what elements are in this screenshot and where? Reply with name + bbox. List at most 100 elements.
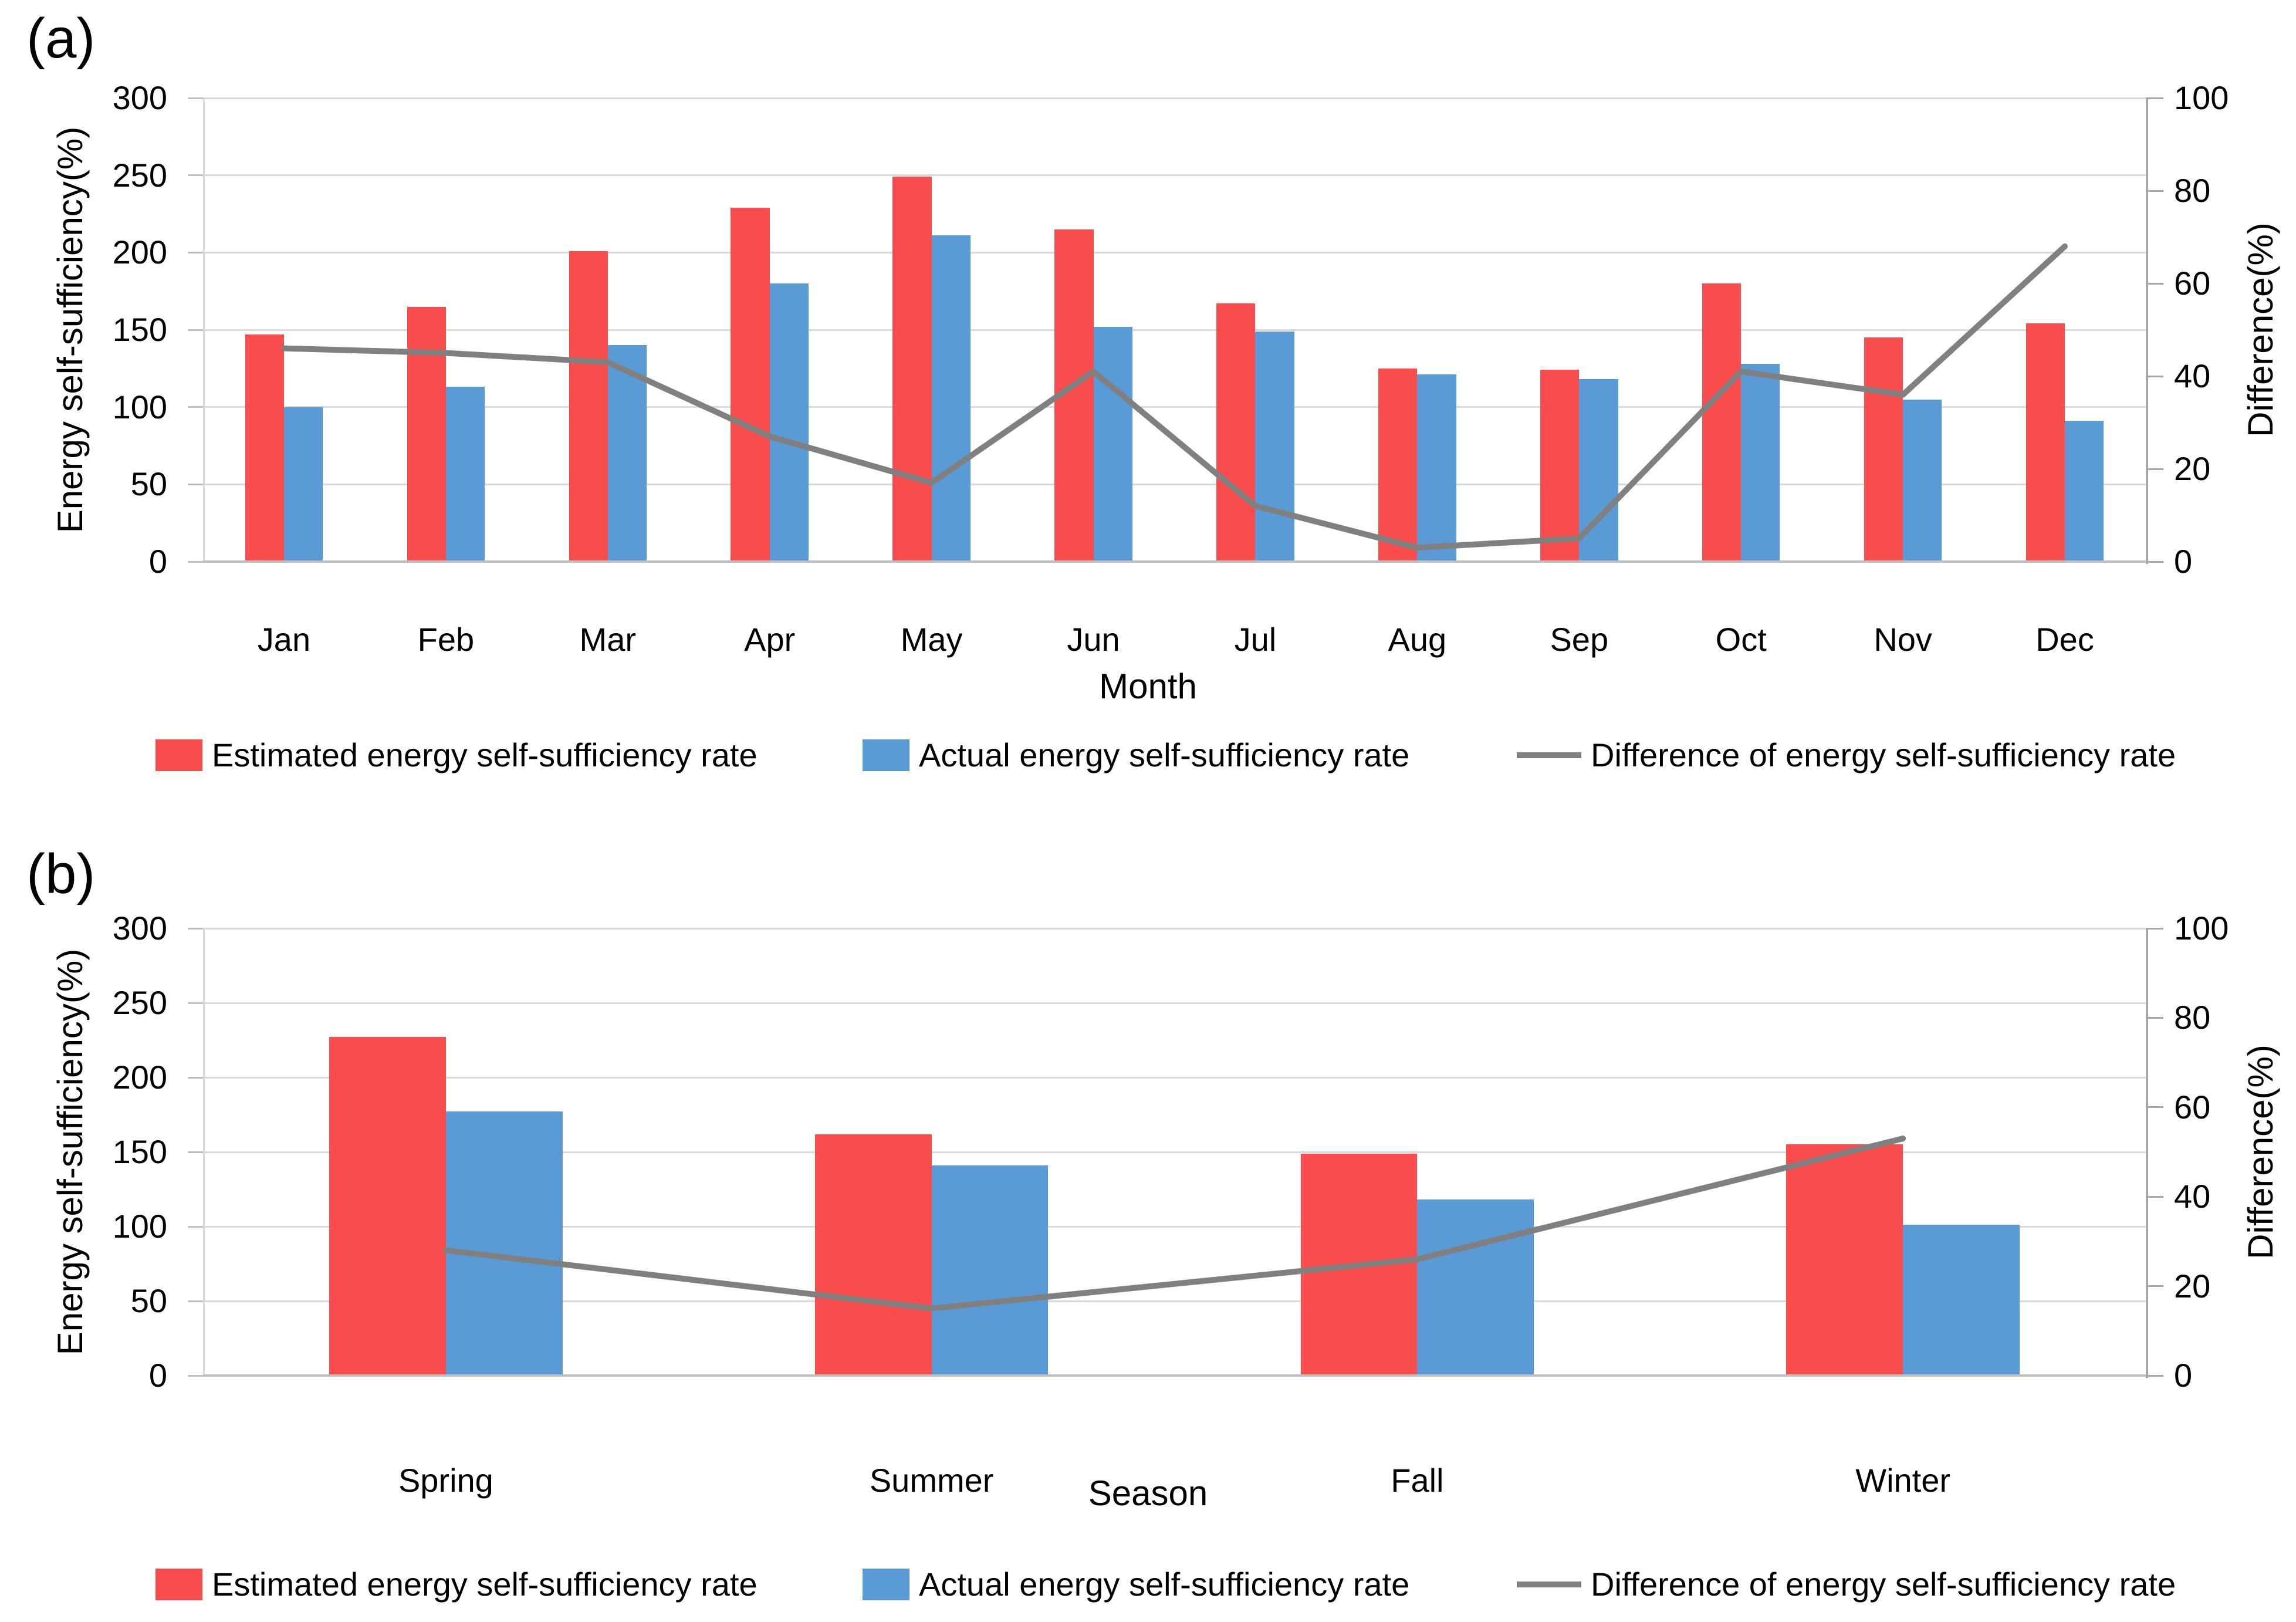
x-tick-label-dec: Dec [2035,621,2094,658]
y-right-tick-label: 80 [2174,172,2211,209]
right-tick [2146,1285,2163,1288]
legend-b: Estimated energy self-sufficiency rate A… [0,1562,2296,1607]
x-tick-label-may: May [900,621,963,658]
x-axis-line [203,560,2146,563]
legend-label-actual: Actual energy self-sufficiency rate [919,736,1410,773]
right-tick [2146,560,2163,563]
x-tick-label-mar: Mar [579,621,636,658]
plot-area-b [203,927,2146,1376]
gridline [203,483,2146,485]
left-axis-line [203,928,205,1376]
plot-area-a [203,97,2146,562]
y-left-tick-label: 150 [112,1133,167,1170]
bar-actual-jul [1255,331,1294,562]
x-tick-label-fall: Fall [1391,1462,1444,1499]
chart-panel-b: (b) Energy self-sufficiency(%) Differenc… [0,804,2296,1622]
right-tick [2146,282,2163,285]
left-tick [188,1076,203,1079]
x-tick-label-jan: Jan [257,621,311,658]
left-tick [188,927,203,930]
y-right-tick-label: 80 [2174,999,2211,1036]
y-right-tick-label: 100 [2174,79,2229,116]
bar-actual-may [931,235,971,562]
gridline [203,1002,2146,1004]
x-axis-title-b: Season [1088,1474,1208,1513]
legend-item-actual: Actual energy self-sufficiency rate [863,733,1409,778]
bar-actual-feb [445,387,485,562]
right-tick [2146,1106,2163,1109]
y-left-tick-label: 50 [130,1282,167,1319]
legend-label-difference: Difference of energy self-sufficiency ra… [1591,736,2176,773]
gridline [203,1076,2146,1079]
x-tick-label-summer: Summer [869,1462,994,1499]
bar-estimated-sep [1540,370,1580,562]
bar-estimated-aug [1378,368,1418,562]
estimated-series-swatch [155,1569,202,1600]
y-left-tick-label: 300 [112,79,167,116]
bar-actual-jun [1093,326,1132,562]
y-left-tick-label: 250 [112,984,167,1021]
x-tick-label-aug: Aug [1388,621,1447,658]
right-tick [2146,375,2163,377]
right-axis-title-b: Difference(%) [2241,1045,2280,1259]
bar-estimated-summer [814,1134,932,1376]
y-left-tick-label: 250 [112,156,167,194]
y-right-tick-label: 0 [2174,543,2193,580]
y-right-tick-label: 60 [2174,1088,2211,1126]
gridline [203,927,2146,930]
gridline [203,97,2146,99]
legend-item-difference: Difference of energy self-sufficiency ra… [1517,1562,2176,1607]
right-axis-line [2146,928,2148,1378]
y-right-tick-label: 20 [2174,1267,2211,1305]
y-right-tick-label: 60 [2174,265,2211,302]
x-tick-label-spring: Spring [398,1462,493,1499]
x-tick-label-jul: Jul [1234,621,1277,658]
gridline [203,406,2146,408]
legend-item-difference: Difference of energy self-sufficiency ra… [1517,733,2176,778]
bar-actual-fall [1417,1199,1534,1376]
legend-label-difference: Difference of energy self-sufficiency ra… [1591,1566,2176,1603]
panel-label-b: (b) [26,843,96,905]
bar-actual-oct [1741,363,1780,562]
gridline [203,1151,2146,1153]
y-left-tick-label: 150 [112,311,167,348]
bar-estimated-jul [1216,303,1256,562]
right-tick [2146,1195,2163,1198]
left-tick [188,483,203,485]
bar-estimated-jan [245,334,284,562]
y-right-tick-label: 100 [2174,910,2229,947]
bar-actual-nov [1903,399,1942,562]
right-tick [2146,190,2163,192]
legend-item-estimated: Estimated energy self-sufficiency rate [155,733,758,778]
right-tick [2146,927,2163,930]
right-tick [2146,1374,2163,1377]
difference-line [281,243,2068,551]
y-right-tick-label: 20 [2174,450,2211,487]
x-tick-label-oct: Oct [1715,621,1767,658]
difference-series-swatch [1517,1582,1581,1587]
y-left-tick-label: 0 [148,1357,167,1394]
legend-a: Estimated energy self-sufficiency rate A… [0,733,2296,778]
y-left-tick-label: 300 [112,910,167,947]
bar-estimated-dec [2026,323,2065,562]
left-tick [188,1300,203,1302]
left-tick [188,1151,203,1153]
gridline [203,251,2146,254]
right-axis-line [2146,98,2148,564]
left-tick [188,1374,203,1377]
left-tick [188,1225,203,1228]
right-axis-title-a: Difference(%) [2241,222,2280,437]
gridline [203,1300,2146,1302]
bar-estimated-oct [1702,283,1742,562]
y-right-tick-label: 40 [2174,1178,2211,1215]
x-tick-label-feb: Feb [417,621,475,658]
y-left-tick-label: 0 [148,543,167,580]
y-left-tick-label: 100 [112,1208,167,1245]
left-tick [188,97,203,99]
x-tick-label-jun: Jun [1067,621,1120,658]
y-left-tick-label: 200 [112,1059,167,1096]
difference-line [442,1136,1906,1312]
gridline [203,1225,2146,1228]
legend-label-actual: Actual energy self-sufficiency rate [919,1566,1410,1603]
bar-actual-dec [2065,421,2104,562]
